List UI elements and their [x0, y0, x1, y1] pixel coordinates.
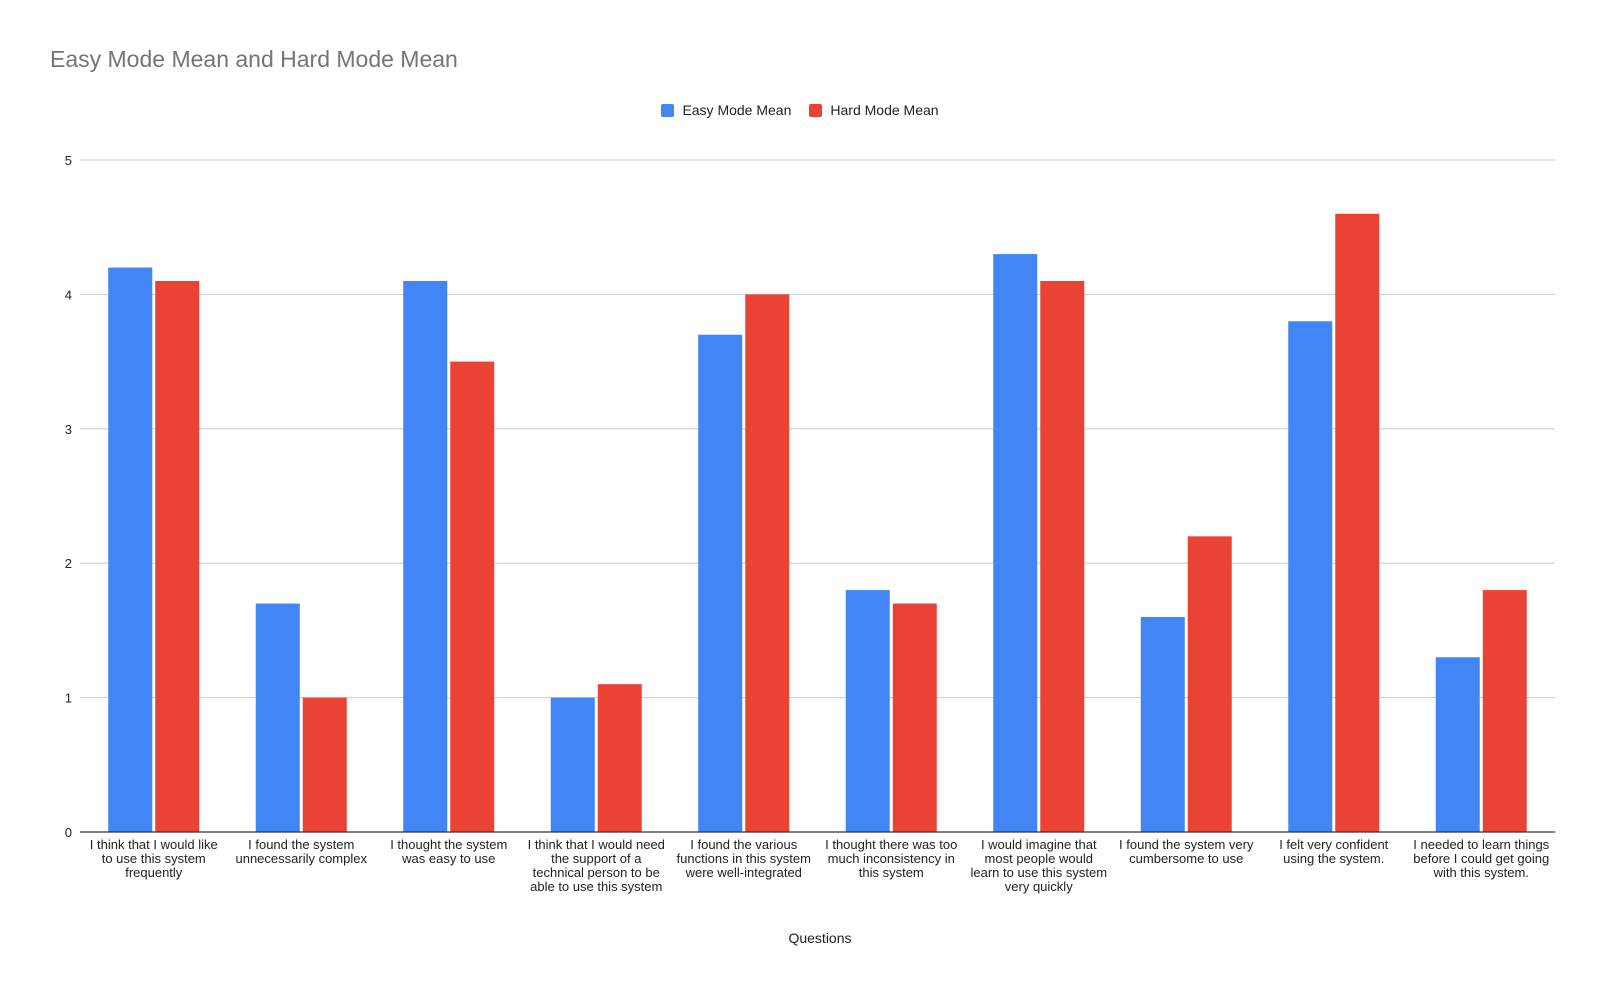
y-tick-label: 3	[65, 422, 72, 437]
bar-easy	[403, 280, 448, 833]
bar-easy	[108, 267, 153, 832]
chart-title: Easy Mode Mean and Hard Mode Mean	[50, 46, 458, 72]
y-tick-label: 0	[65, 825, 72, 840]
bar-hard	[892, 603, 937, 832]
bar-hard	[302, 697, 347, 832]
bar-easy	[1140, 616, 1185, 832]
bar-hard	[597, 684, 642, 832]
bar-hard	[450, 361, 495, 832]
bar-hard	[1482, 590, 1527, 832]
bar-hard	[155, 280, 200, 833]
legend-label-hard: Hard Mode Mean	[830, 102, 939, 118]
bar-easy	[698, 334, 743, 832]
legend-swatch-easy	[661, 103, 675, 117]
legend-swatch-hard	[809, 103, 823, 117]
x-tick-label: I would imagine that most people would l…	[970, 837, 1108, 894]
bar-easy	[550, 697, 595, 832]
x-tick-label: I felt very confident using the system.	[1279, 837, 1389, 866]
legend: Easy Mode Mean Hard Mode Mean	[0, 102, 1600, 118]
y-tick-label: 1	[65, 691, 72, 706]
legend-label-easy: Easy Mode Mean	[682, 102, 792, 118]
bar-easy	[255, 603, 300, 832]
bar-easy	[993, 254, 1038, 832]
y-tick-label: 5	[65, 153, 72, 168]
x-tick-label: I think that I would like to use this sy…	[89, 837, 218, 880]
x-tick-label: I thought there was too much inconsisten…	[825, 837, 958, 880]
legend-item-easy: Easy Mode Mean	[661, 102, 791, 118]
bar-hard	[1040, 280, 1085, 833]
bar-hard	[1335, 213, 1380, 832]
x-tick-label: I found the system unnecessarily complex	[235, 837, 367, 866]
y-tick-label: 4	[65, 287, 72, 302]
y-tick-label: 2	[65, 556, 72, 571]
x-tick-label: I think that I would need the support of…	[527, 837, 665, 894]
x-tick-label: I needed to learn things before I could …	[1413, 837, 1550, 880]
x-axis-title: Questions	[788, 930, 852, 946]
bar-hard	[1187, 536, 1232, 832]
x-tick-label: I thought the system was easy to use	[390, 837, 508, 866]
bar-easy	[1288, 321, 1333, 832]
bar-easy	[845, 590, 890, 832]
bar-easy	[1435, 657, 1480, 832]
x-tick-label: I found the various functions in this sy…	[676, 837, 811, 880]
bar-hard	[745, 294, 790, 832]
x-tick-label: I found the system very cumbersome to us…	[1119, 837, 1254, 866]
legend-item-hard: Hard Mode Mean	[809, 102, 939, 118]
